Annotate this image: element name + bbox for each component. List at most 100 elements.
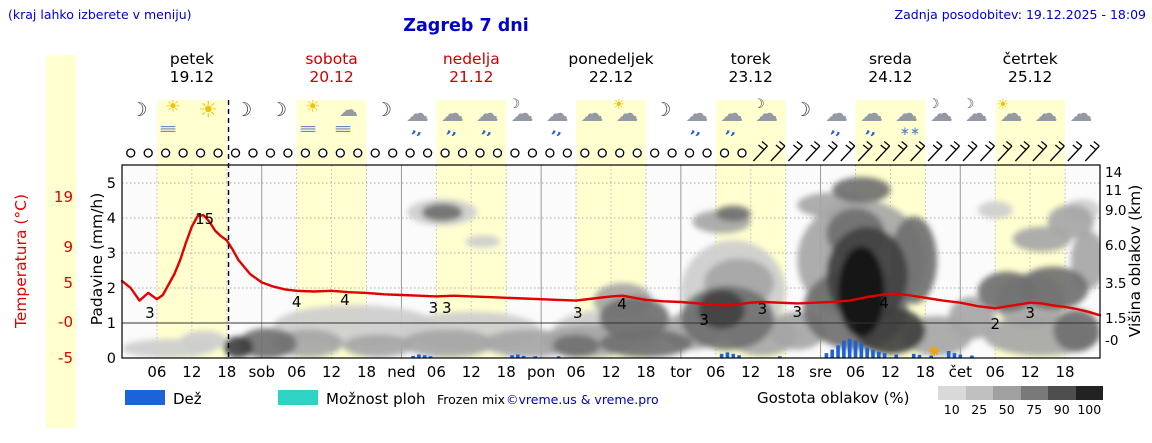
chart-border xyxy=(121,164,1101,359)
wind-barb xyxy=(945,140,961,162)
cloud-glyph: ☁ xyxy=(405,101,429,127)
cloud-cover-circle xyxy=(353,148,363,158)
temperature-value-label: 3 xyxy=(699,311,709,329)
cloud-cover-circle xyxy=(388,148,398,158)
weather-icon-cloud: ☁ xyxy=(576,98,612,138)
wind-barb xyxy=(1032,140,1048,162)
wind-barb xyxy=(840,140,856,162)
wind-barb xyxy=(892,140,908,162)
weather-icon-rain: ☁ ‚‚ xyxy=(436,98,472,140)
precip-bar xyxy=(411,355,415,358)
day-name: sobota xyxy=(305,50,358,68)
cloud-cover-circle xyxy=(248,148,258,158)
cloud-glyph: ☁ xyxy=(615,101,639,127)
temperature-axis-strip xyxy=(46,55,76,428)
precip-bar xyxy=(865,347,869,358)
cloudf-glyph: ☁ xyxy=(339,99,359,121)
rain-legend-label: Dež xyxy=(173,390,202,408)
density-scale-cell xyxy=(993,386,1021,400)
moon-glyph: ☽ xyxy=(794,99,812,121)
weather-icon-rain: ☁ ‚‚ xyxy=(820,98,856,140)
day-header-nedelja: nedelja 21.12 xyxy=(401,50,541,86)
cloud-cover-circle xyxy=(580,148,590,158)
showers-legend-swatch xyxy=(278,390,318,405)
precip-bar xyxy=(871,349,875,358)
cloud-cover-circle xyxy=(300,148,311,158)
weather-icon-rain: ☁ ‚‚ xyxy=(855,98,891,140)
cloud-glyph: ☁ xyxy=(999,101,1023,127)
moon-sm-glyph: ☽ xyxy=(508,97,521,112)
cloud-glyph: ☁ xyxy=(964,101,988,127)
weather-icon-rain: ☁ ‚‚ xyxy=(680,98,716,140)
weather-icon-rain: ☁ ‚‚ xyxy=(715,98,751,140)
cloud-glyph: ☁ xyxy=(1034,101,1058,127)
cloud-cover-circle xyxy=(545,148,555,158)
temperature-value-label: 3 xyxy=(573,304,583,322)
temperature-value-label: 3 xyxy=(429,299,439,317)
cloud-cover-circle xyxy=(422,148,433,158)
precip-bar xyxy=(428,356,433,358)
cloud-cover-circle xyxy=(667,148,677,158)
cloud-cover-circle xyxy=(702,148,712,158)
frozen-mix-marker xyxy=(929,346,940,356)
x-tick-label: tor xyxy=(670,363,692,381)
temperature-tick-label: -5 xyxy=(58,349,73,367)
x-tick-label: 18 xyxy=(916,363,935,381)
moon-glyph: ☽ xyxy=(235,99,253,121)
cloud-blob xyxy=(715,205,751,222)
x-tick-label: 06 xyxy=(287,363,306,381)
temperature-value-label: 3 xyxy=(758,300,768,318)
rain-legend-swatch xyxy=(125,390,165,405)
temperature-value-label: 3 xyxy=(793,303,803,321)
weather-icon-cloud-fog: ☁ ≡ xyxy=(331,98,367,138)
x-tick-label: 06 xyxy=(986,363,1005,381)
day-date: 19.12 xyxy=(169,68,215,86)
x-tick-label: 18 xyxy=(776,363,795,381)
day-date: 24.12 xyxy=(868,68,913,86)
wind-barb xyxy=(927,140,943,162)
x-tick-label: pon xyxy=(527,363,555,381)
cloud-height-tick-label: 11 xyxy=(1105,183,1122,199)
cloud-cover-circle xyxy=(126,148,136,158)
wind-barb xyxy=(770,140,786,162)
sun-glyph: ☀ xyxy=(198,98,219,123)
credit-link[interactable]: ©vreme.us & vreme.pro xyxy=(506,392,659,407)
weather-icon-moon: ☽ xyxy=(226,98,262,138)
precip-bar xyxy=(778,356,782,358)
day-date: 20.12 xyxy=(309,68,354,86)
cloud-blob xyxy=(421,203,463,222)
cloud-cover-circle xyxy=(475,148,485,158)
wind-barb xyxy=(962,140,978,162)
x-tick-label: 06 xyxy=(427,363,446,381)
density-scale-value: 75 xyxy=(1026,402,1043,417)
cloud-cover-circle xyxy=(265,148,276,158)
x-tick-label: sre xyxy=(809,363,832,381)
cloud-cover-circle xyxy=(632,148,642,158)
density-scale-cell xyxy=(938,386,966,400)
cloud-glyph: ☁ xyxy=(755,101,779,127)
day-name: nedelja xyxy=(442,50,500,68)
precip-tick-label: 3 xyxy=(107,246,116,262)
weather-icon-cloud: ☁ xyxy=(1030,98,1066,138)
temperature-value-label: 4 xyxy=(879,294,889,312)
cloud-cover-circle xyxy=(492,148,503,158)
moon-sm-glyph: ☽ xyxy=(962,97,975,112)
temperature-value-label: 3 xyxy=(442,299,452,317)
temperature-line xyxy=(120,213,1102,317)
cloud-density-scale xyxy=(938,386,1103,400)
density-scale-value: 100 xyxy=(1077,402,1102,417)
x-tick-label: 06 xyxy=(846,363,865,381)
precip-bar xyxy=(521,355,526,358)
cloud-cover-circle xyxy=(527,148,538,158)
cloud-cover-circle xyxy=(335,148,345,158)
weather-icon-sun-fog: ☀ ≡ xyxy=(296,98,332,138)
precip-bar xyxy=(876,351,881,358)
moon-glyph: ☽ xyxy=(654,99,672,121)
precip-bar xyxy=(737,355,741,358)
weather-icon-sun: ☀ xyxy=(191,98,227,138)
fog-glyph: ≡ xyxy=(158,122,181,137)
cloud-cover-circle xyxy=(737,148,747,158)
temperature-value-label: 2 xyxy=(990,315,1000,333)
x-tick-label: 12 xyxy=(322,363,341,381)
